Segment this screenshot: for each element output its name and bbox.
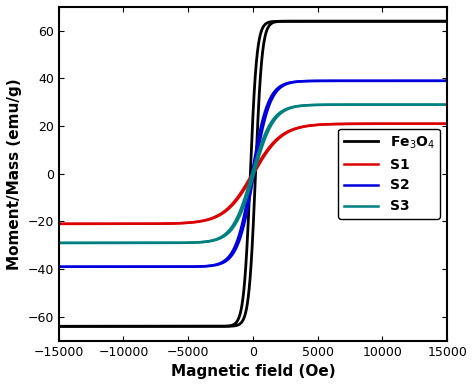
Y-axis label: Moment/Mass (emu/g): Moment/Mass (emu/g) bbox=[7, 78, 22, 269]
Legend: Fe$_3$O$_4$, S1, S2, S3: Fe$_3$O$_4$, S1, S2, S3 bbox=[338, 129, 440, 219]
X-axis label: Magnetic field (Oe): Magnetic field (Oe) bbox=[171, 364, 335, 379]
